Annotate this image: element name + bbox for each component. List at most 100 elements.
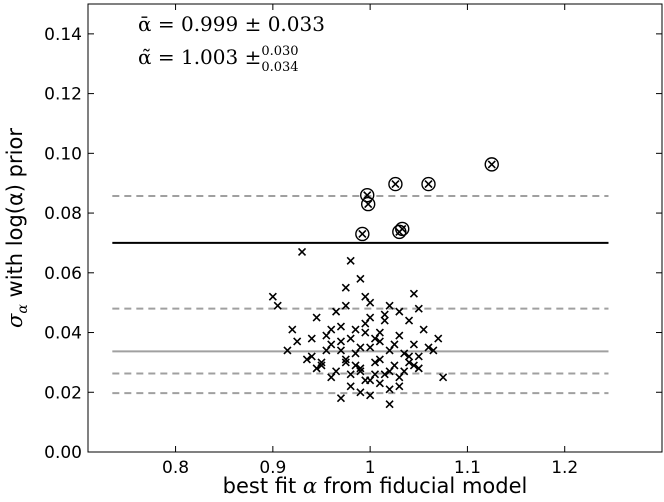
marker-part — [356, 364, 365, 373]
annotation-sub: 0.034 — [261, 60, 298, 75]
marker-part — [366, 313, 375, 322]
point — [332, 307, 341, 316]
point — [484, 157, 499, 172]
marker-part — [307, 352, 316, 361]
marker-part — [351, 325, 360, 334]
marker-part — [390, 340, 399, 349]
marker-part — [395, 373, 404, 382]
marker-part — [327, 373, 336, 382]
point — [409, 361, 418, 370]
x-label-part: best fit — [223, 474, 303, 498]
x-tick-label: 1 — [365, 458, 376, 478]
point — [351, 361, 360, 370]
marker-part — [385, 301, 394, 310]
marker-part — [366, 391, 375, 400]
marker-part — [370, 370, 380, 379]
marker-part — [361, 328, 370, 337]
x-label-symbol: α — [303, 474, 317, 498]
marker-part — [312, 364, 321, 373]
marker-part — [385, 367, 394, 376]
marker-part — [302, 355, 311, 364]
marker-part — [336, 322, 346, 331]
y-tick-label: 0.12 — [44, 85, 82, 105]
marker-part — [429, 346, 438, 355]
marker-part — [484, 157, 499, 172]
point — [293, 337, 302, 346]
marker-part — [327, 325, 336, 334]
marker-part — [322, 346, 331, 355]
marker-part — [356, 274, 365, 283]
point — [322, 346, 331, 355]
marker-part — [388, 176, 403, 192]
marker-part — [424, 180, 433, 189]
point — [341, 355, 350, 364]
marker-part — [341, 355, 350, 364]
marker-part — [414, 352, 423, 361]
y-tick-label: 0.06 — [44, 264, 82, 284]
point — [346, 334, 355, 343]
point — [336, 322, 346, 331]
marker-part — [414, 364, 423, 373]
marker-part — [346, 256, 355, 265]
x-tick-label: 1.1 — [454, 458, 481, 478]
point — [380, 370, 389, 379]
marker-part — [400, 349, 409, 358]
point — [366, 313, 375, 322]
point — [429, 346, 438, 355]
point — [388, 176, 403, 192]
marker-part — [364, 200, 373, 209]
point — [327, 325, 336, 334]
marker-part — [375, 355, 384, 364]
y-label-part: with log(α) prior — [3, 128, 27, 304]
marker-part — [341, 283, 350, 292]
marker-part — [336, 337, 346, 346]
point — [385, 385, 394, 394]
marker-part — [385, 400, 394, 409]
point — [421, 176, 436, 192]
point — [366, 298, 375, 307]
point — [395, 307, 404, 316]
point — [385, 400, 394, 409]
point — [312, 364, 321, 373]
point — [404, 358, 414, 367]
marker-part — [268, 292, 277, 301]
point — [385, 301, 394, 310]
point — [307, 352, 316, 361]
y-label-subscript: α — [15, 304, 31, 314]
point — [366, 343, 375, 352]
point — [366, 391, 375, 400]
marker-part — [341, 301, 350, 310]
marker-part — [360, 187, 375, 203]
point — [268, 292, 277, 301]
marker-part — [288, 325, 297, 334]
point — [346, 382, 355, 391]
point — [409, 289, 418, 298]
point — [424, 343, 433, 352]
marker-part — [414, 304, 423, 313]
marker-part — [297, 247, 307, 256]
y-tick-label: 0.10 — [44, 144, 82, 164]
marker-part — [487, 160, 496, 169]
point — [370, 370, 380, 379]
point — [395, 382, 404, 391]
point — [317, 361, 326, 370]
marker-part — [380, 310, 389, 319]
point — [356, 274, 365, 283]
marker-part — [358, 229, 367, 239]
annotation-sup: 0.030 — [261, 44, 298, 59]
point — [356, 364, 365, 373]
marker-part — [361, 376, 370, 385]
point — [361, 328, 370, 337]
marker-part — [336, 346, 346, 355]
marker-part — [404, 358, 414, 367]
y-label-symbol: σ — [3, 313, 27, 328]
point — [288, 325, 297, 334]
marker-part — [385, 385, 394, 394]
marker-part — [419, 325, 428, 334]
point — [380, 310, 389, 319]
marker-part — [424, 343, 433, 352]
marker-part — [360, 196, 376, 212]
point — [414, 352, 423, 361]
y-tick-label: 0.14 — [44, 25, 82, 45]
